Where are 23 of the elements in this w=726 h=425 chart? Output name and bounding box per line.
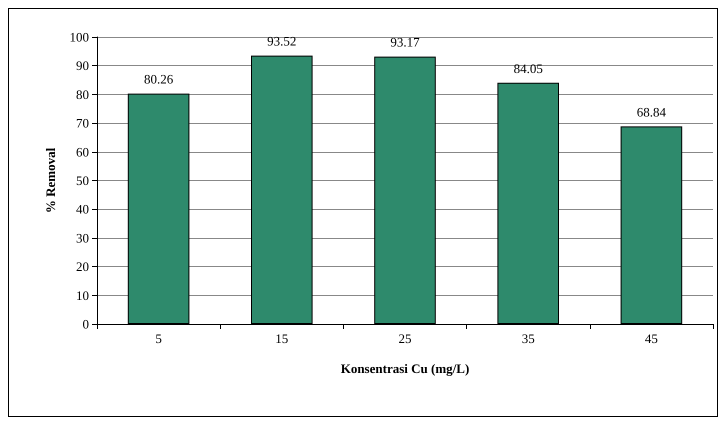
x-tick-label: 15	[275, 331, 288, 346]
x-tick-label: 45	[644, 331, 658, 346]
x-axis-title: Konsentrasi Cu (mg/L)	[340, 361, 470, 376]
y-tick-label: 90	[76, 58, 89, 74]
data-label: 93.17	[390, 34, 420, 50]
data-label: 93.52	[267, 34, 296, 49]
y-tick-label: 20	[76, 259, 89, 274]
x-tick-label: 35	[522, 331, 535, 346]
x-tick-label: 25	[398, 331, 412, 346]
data-label: 68.84	[636, 104, 667, 120]
x-tick-label: 5	[155, 331, 162, 346]
y-tick-label: 10	[76, 288, 89, 303]
y-tick-label: 70	[76, 116, 89, 131]
y-tick-label: 40	[76, 202, 89, 217]
data-label: 84.05	[514, 60, 543, 76]
y-tick-label: 80	[76, 86, 89, 102]
y-axis-title: % Removal	[43, 147, 58, 214]
y-tick-label: 50	[76, 173, 89, 188]
y-tick-label: 0	[82, 316, 89, 332]
y-tick-label: 60	[76, 144, 89, 160]
data-label: 80.26	[144, 72, 174, 87]
y-tick-label: 30	[76, 230, 89, 246]
y-tick-label: 100	[70, 30, 89, 44]
